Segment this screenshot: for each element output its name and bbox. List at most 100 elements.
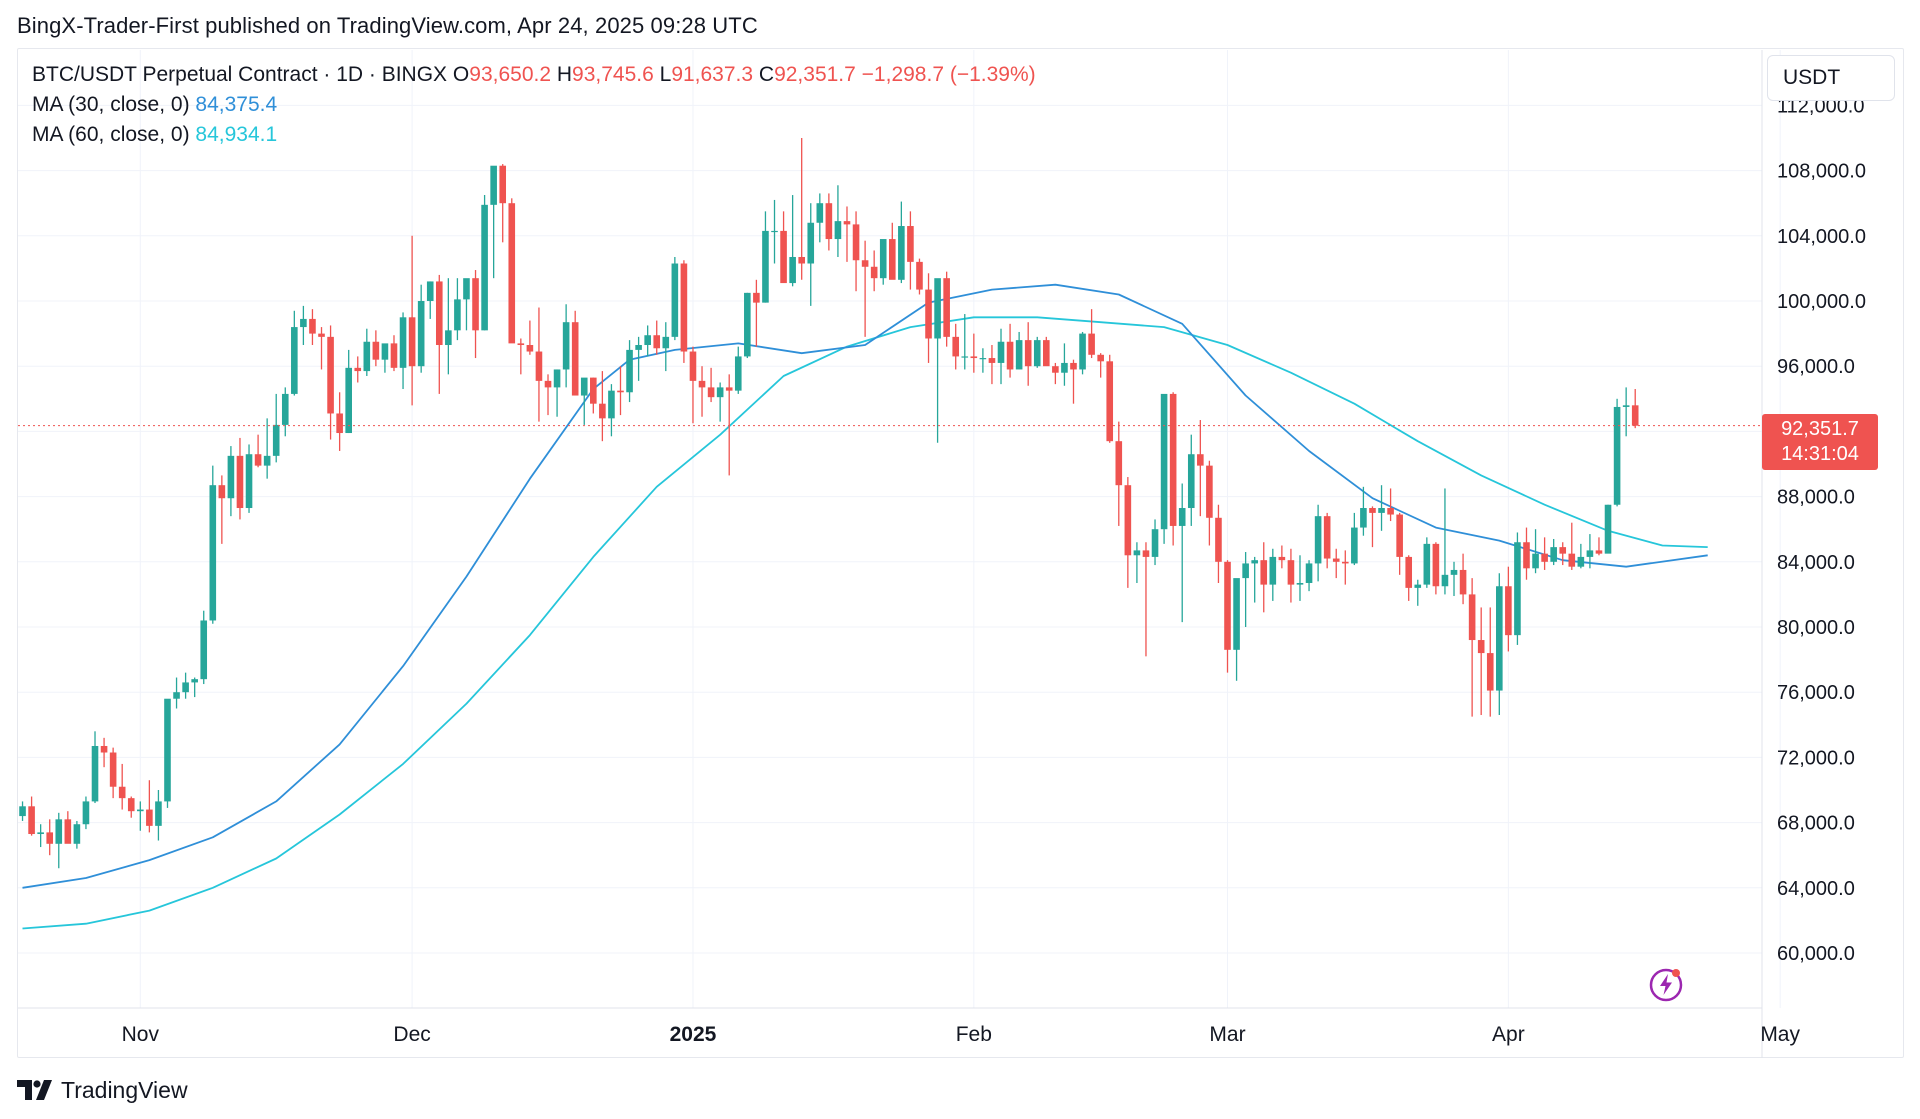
candle[interactable] xyxy=(1477,607,1485,716)
candle[interactable] xyxy=(744,292,751,359)
candle[interactable] xyxy=(227,446,235,517)
candle[interactable] xyxy=(1568,522,1576,570)
candle[interactable] xyxy=(888,222,896,280)
candle[interactable] xyxy=(1441,488,1449,595)
candle[interactable] xyxy=(834,185,842,257)
candle[interactable] xyxy=(753,279,760,347)
candle[interactable] xyxy=(517,338,525,375)
candle[interactable] xyxy=(191,677,198,698)
candle[interactable] xyxy=(263,418,271,479)
candle[interactable] xyxy=(943,271,950,347)
candle[interactable] xyxy=(1514,532,1521,645)
candle[interactable] xyxy=(82,796,90,830)
legend-ma60-row[interactable]: MA (60, close, 0) 84,934.1 xyxy=(32,120,1036,150)
candle[interactable] xyxy=(508,198,516,344)
candle[interactable] xyxy=(1622,387,1630,437)
candle[interactable] xyxy=(1523,527,1530,580)
candle[interactable] xyxy=(608,384,615,437)
candle[interactable] xyxy=(245,444,253,513)
candle[interactable] xyxy=(272,393,280,463)
candle[interactable] xyxy=(1332,548,1340,579)
candle[interactable] xyxy=(1341,550,1349,585)
candle[interactable] xyxy=(318,327,325,370)
candle[interactable] xyxy=(46,819,54,856)
candle[interactable] xyxy=(680,260,688,363)
candle[interactable] xyxy=(698,366,706,417)
candle[interactable] xyxy=(934,278,941,443)
candle[interactable] xyxy=(1251,556,1258,603)
candle[interactable] xyxy=(1595,537,1603,556)
candle[interactable] xyxy=(1505,566,1512,652)
candle[interactable] xyxy=(137,801,144,831)
candle[interactable] xyxy=(734,346,742,394)
candle[interactable] xyxy=(1151,519,1159,566)
candle[interactable] xyxy=(997,328,1005,385)
candle[interactable] xyxy=(300,305,307,346)
candle[interactable] xyxy=(1015,331,1023,370)
candle[interactable] xyxy=(91,731,99,804)
candle[interactable] xyxy=(1351,512,1358,566)
replay-button[interactable] xyxy=(1648,966,1684,1002)
candle[interactable] xyxy=(354,356,362,383)
candle[interactable] xyxy=(807,203,815,306)
candle[interactable] xyxy=(164,698,171,808)
candle[interactable] xyxy=(426,281,434,319)
ma60-line[interactable] xyxy=(22,316,1708,930)
candle[interactable] xyxy=(445,278,452,375)
candle[interactable] xyxy=(762,211,769,303)
candle[interactable] xyxy=(988,345,996,385)
candle[interactable] xyxy=(1459,553,1467,605)
ma30-line[interactable] xyxy=(22,283,1708,889)
candle[interactable] xyxy=(435,274,443,394)
candle[interactable] xyxy=(28,796,35,836)
candle[interactable] xyxy=(490,165,497,279)
candle[interactable] xyxy=(345,349,352,434)
candle[interactable] xyxy=(463,278,470,331)
candle[interactable] xyxy=(1160,393,1168,544)
candle[interactable] xyxy=(1088,309,1095,359)
candle[interactable] xyxy=(291,310,298,396)
candle[interactable] xyxy=(1360,486,1367,536)
candle[interactable] xyxy=(1169,392,1177,546)
candle[interactable] xyxy=(1178,483,1186,623)
candle[interactable] xyxy=(417,284,425,373)
candle[interactable] xyxy=(1559,542,1567,566)
candle[interactable] xyxy=(1541,537,1548,570)
candle[interactable] xyxy=(499,164,507,243)
candle[interactable] xyxy=(725,374,733,476)
candle[interactable] xyxy=(1206,460,1213,546)
candle[interactable] xyxy=(898,201,905,284)
candle[interactable] xyxy=(952,323,960,370)
candle[interactable] xyxy=(1305,560,1313,592)
candle[interactable] xyxy=(1215,504,1222,583)
candle[interactable] xyxy=(1532,529,1539,574)
candle[interactable] xyxy=(1287,548,1295,603)
candle[interactable] xyxy=(653,320,661,355)
candle[interactable] xyxy=(236,437,244,520)
candle[interactable] xyxy=(852,211,860,292)
candle[interactable] xyxy=(1496,573,1503,716)
candle[interactable] xyxy=(861,240,869,337)
candle[interactable] xyxy=(309,309,316,346)
candle[interactable] xyxy=(789,195,796,287)
candle[interactable] xyxy=(635,336,642,381)
candle[interactable] xyxy=(1278,545,1286,569)
candle[interactable] xyxy=(1197,419,1204,517)
candle[interactable] xyxy=(1314,504,1322,582)
candle[interactable] xyxy=(1079,331,1086,375)
candle[interactable] xyxy=(879,239,887,285)
candle[interactable] xyxy=(1550,538,1557,566)
candle[interactable] xyxy=(200,610,208,685)
candle[interactable] xyxy=(1033,336,1041,368)
candle[interactable] xyxy=(671,256,679,341)
candle[interactable] xyxy=(1486,607,1494,717)
candle[interactable] xyxy=(961,314,969,370)
candle[interactable] xyxy=(716,382,724,422)
candle[interactable] xyxy=(327,325,334,440)
symbol-title[interactable]: BTC/USDT Perpetual Contract · 1D · BINGX xyxy=(32,63,448,86)
candle[interactable] xyxy=(1604,504,1612,554)
candle[interactable] xyxy=(1269,548,1277,601)
candle[interactable] xyxy=(644,325,651,357)
candle[interactable] xyxy=(916,258,923,295)
